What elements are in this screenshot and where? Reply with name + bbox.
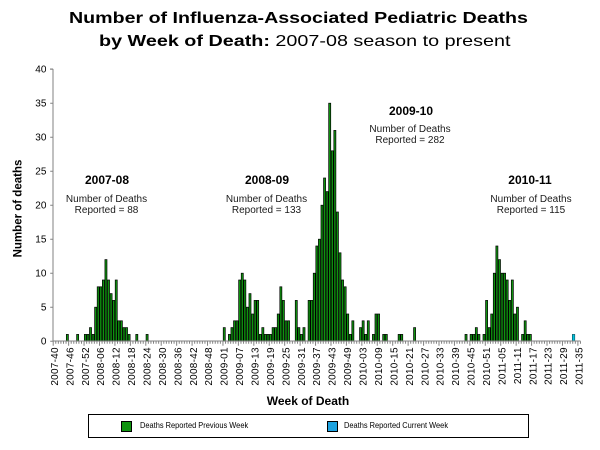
- svg-text:2010-03: 2010-03: [359, 347, 370, 386]
- svg-text:2010-27: 2010-27: [420, 347, 431, 386]
- svg-text:0: 0: [41, 337, 47, 348]
- svg-text:2009-07: 2009-07: [235, 347, 246, 386]
- svg-text:2008-06: 2008-06: [96, 347, 107, 386]
- svg-text:2009-31: 2009-31: [297, 347, 308, 386]
- svg-text:2008-30: 2008-30: [158, 347, 169, 386]
- svg-text:2011-17: 2011-17: [528, 347, 539, 385]
- svg-text:35: 35: [35, 99, 47, 110]
- svg-text:2008-24: 2008-24: [142, 347, 153, 386]
- svg-text:2008-42: 2008-42: [189, 347, 200, 386]
- svg-text:2009-19: 2009-19: [266, 347, 277, 386]
- svg-text:2007-52: 2007-52: [81, 347, 92, 386]
- svg-text:2011-35: 2011-35: [575, 347, 586, 385]
- svg-text:2010-39: 2010-39: [451, 347, 462, 386]
- svg-text:2011-23: 2011-23: [544, 347, 555, 385]
- svg-text:2009-49: 2009-49: [343, 347, 354, 386]
- svg-text:2008-18: 2008-18: [127, 347, 138, 386]
- svg-text:2010-15: 2010-15: [389, 347, 400, 386]
- svg-text:2011-29: 2011-29: [559, 347, 570, 385]
- svg-text:2009-13: 2009-13: [251, 347, 262, 386]
- svg-text:20: 20: [35, 201, 47, 212]
- svg-text:2010-33: 2010-33: [436, 347, 447, 386]
- svg-text:2010-45: 2010-45: [467, 347, 478, 386]
- svg-text:2008-48: 2008-48: [204, 347, 215, 386]
- svg-text:10: 10: [35, 269, 47, 280]
- svg-text:2009-01: 2009-01: [220, 347, 231, 386]
- svg-text:2009-37: 2009-37: [312, 347, 323, 386]
- svg-text:5: 5: [41, 303, 47, 314]
- svg-text:30: 30: [35, 133, 47, 144]
- svg-text:2007-40: 2007-40: [50, 347, 61, 386]
- svg-text:2008-36: 2008-36: [173, 347, 184, 386]
- svg-text:2011-05: 2011-05: [497, 347, 508, 385]
- svg-text:15: 15: [35, 235, 47, 246]
- svg-text:2009-43: 2009-43: [328, 347, 339, 386]
- svg-text:2010-21: 2010-21: [405, 347, 416, 386]
- svg-text:2010-51: 2010-51: [482, 347, 493, 386]
- svg-text:2007-46: 2007-46: [65, 347, 76, 386]
- svg-text:25: 25: [35, 167, 47, 178]
- svg-text:2008-12: 2008-12: [112, 347, 123, 386]
- svg-text:40: 40: [35, 65, 47, 76]
- svg-text:2011-11: 2011-11: [513, 347, 524, 384]
- svg-text:2009-25: 2009-25: [281, 347, 292, 386]
- svg-text:2010-09: 2010-09: [374, 347, 385, 386]
